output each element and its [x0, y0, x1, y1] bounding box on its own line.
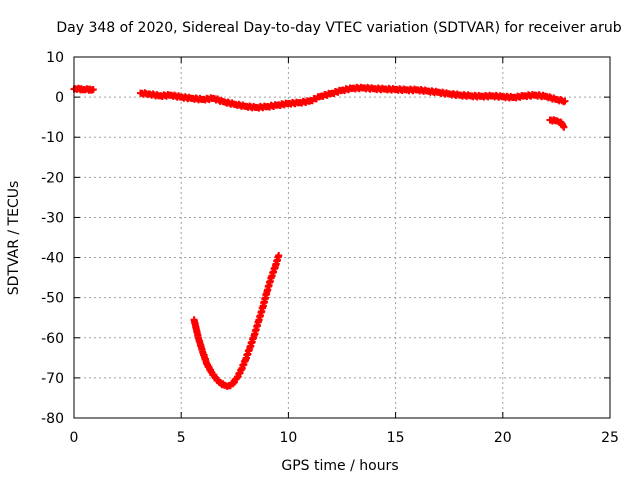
y-tick-label: -50: [41, 291, 64, 307]
data-trace: [212, 375, 223, 386]
plot-frame: [73, 56, 611, 419]
series-4: [190, 252, 283, 390]
y-tick-label: -40: [41, 251, 64, 267]
y-tick-label: -20: [41, 170, 64, 186]
y-axis-label: SDTVAR / TECUs: [6, 181, 22, 296]
data-trace: [195, 335, 206, 354]
data-trace: [208, 369, 219, 381]
series-3: [546, 116, 568, 131]
series-2: [136, 83, 569, 112]
data-trace: [71, 85, 81, 93]
x-tick-label: 20: [494, 430, 512, 446]
data-trace: [259, 290, 271, 310]
data-trace: [217, 379, 227, 389]
y-tick-label: -10: [41, 130, 64, 146]
data-series: [70, 83, 569, 390]
x-tick-label: 10: [279, 430, 297, 446]
data-trace: [80, 86, 89, 94]
data-trace: [222, 381, 231, 390]
x-axis-label: GPS time / hours: [281, 458, 398, 474]
data-trace: [225, 380, 236, 390]
data-trace: [234, 366, 245, 381]
x-tick-label: 15: [387, 430, 405, 446]
data-trace: [75, 85, 85, 94]
x-tick-label: 25: [601, 430, 619, 446]
y-tick-label: 0: [55, 90, 64, 106]
y-tick-label: -60: [41, 331, 64, 347]
data-trace: [557, 119, 567, 130]
data-trace: [554, 96, 567, 106]
data-trace: [230, 375, 240, 387]
y-tick-label: -80: [41, 411, 64, 427]
series-1: [70, 84, 97, 94]
data-trace: [190, 317, 202, 340]
grid: [74, 57, 610, 418]
y-tick-label: -30: [41, 210, 64, 226]
chart-title: Day 348 of 2020, Sidereal Day-to-day VTE…: [56, 20, 621, 36]
y-tick-label: -70: [41, 371, 64, 387]
data-trace: [204, 361, 215, 374]
axis-ticks: 0 5 10 15 20 25 -80 -70 -60 -50 -40 -30 -20 -10 0 10: [41, 50, 619, 446]
y-tick-label: 10: [46, 50, 64, 66]
data-trace: [554, 117, 563, 126]
data-trace: [88, 86, 96, 94]
x-tick-label: 5: [177, 430, 186, 446]
data-trace: [272, 253, 282, 268]
x-tick-label: 0: [70, 430, 79, 446]
